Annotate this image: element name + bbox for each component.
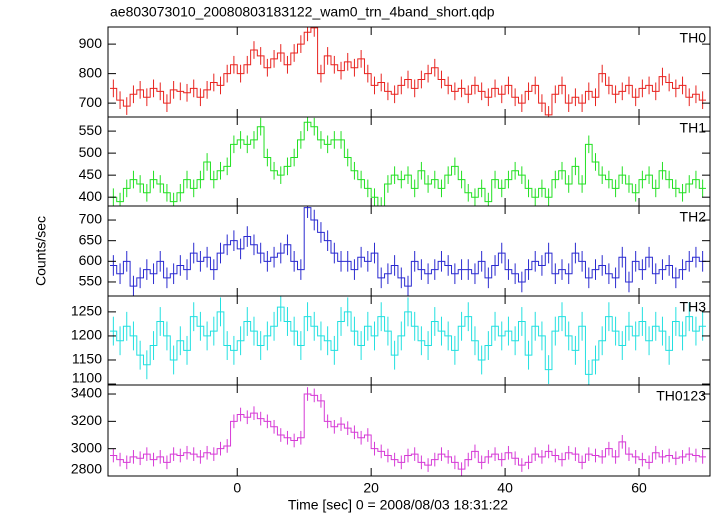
panel-label: TH3 (680, 299, 707, 315)
panel-label: TH2 (680, 209, 707, 225)
x-tick-label: 20 (363, 480, 379, 496)
y-tick-label: 600 (79, 252, 103, 268)
panel-label: TH1 (680, 120, 707, 136)
light-curve (110, 121, 706, 206)
y-tick-label: 3000 (71, 439, 102, 455)
y-tick-label: 700 (79, 211, 103, 227)
y-tick-label: 700 (79, 94, 103, 110)
y-tick-label: 550 (79, 273, 103, 289)
y-tick-label: 3400 (71, 385, 102, 401)
light-curve (110, 27, 706, 116)
y-tick-label: 450 (79, 166, 103, 182)
y-tick-label: 800 (79, 64, 103, 80)
light-curve (110, 207, 706, 287)
y-tick-label: 3200 (71, 412, 102, 428)
panel-frame (107, 116, 711, 207)
panel-frame (107, 295, 711, 386)
x-tick-label: 60 (631, 480, 647, 496)
y-tick-label: 1150 (72, 351, 102, 367)
x-tick-label: 0 (233, 480, 241, 496)
x-axis-label: Time [sec] 0 = 2008/08/03 18:31:22 (288, 497, 508, 513)
panel-frame (107, 205, 711, 297)
y-tick-label: 1250 (71, 303, 102, 319)
y-tick-label: 2800 (71, 461, 102, 477)
y-tick-label: 900 (79, 35, 103, 51)
y-tick-label: 500 (79, 144, 103, 160)
y-axis-label: Counts/sec (33, 216, 49, 286)
panel-label: TH0123 (656, 388, 706, 404)
y-tick-label: 1200 (71, 327, 102, 343)
y-tick-label: 400 (79, 188, 103, 204)
panel-frame (107, 26, 711, 118)
y-tick-label: 650 (79, 231, 103, 247)
panel-label: TH0 (680, 30, 707, 46)
light-curve (110, 393, 706, 470)
x-tick-label: 40 (497, 480, 513, 496)
light-curve (110, 306, 706, 375)
y-tick-label: 1100 (72, 370, 102, 386)
y-tick-label: 550 (79, 122, 103, 138)
panel-frame (107, 384, 711, 477)
chart-title: ae803073010_20080803183122_wam0_trn_4ban… (110, 4, 495, 20)
